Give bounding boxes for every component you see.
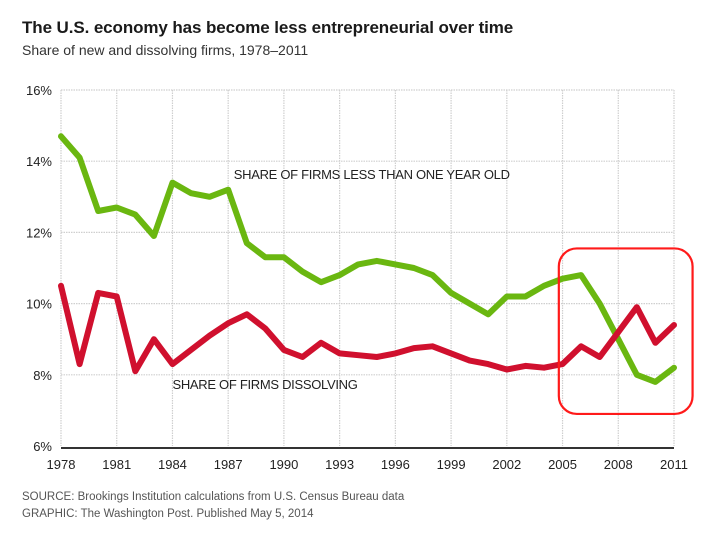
y-tick-label: 14% (26, 154, 52, 169)
series-label-new-firms: SHARE OF FIRMS LESS THAN ONE YEAR OLD (234, 167, 510, 182)
series-labels: SHARE OF FIRMS LESS THAN ONE YEAR OLD SHA… (172, 167, 510, 392)
series-line-dissolving-firms (58, 282, 677, 375)
x-tick-label: 2002 (492, 457, 521, 472)
x-tick-label: 1996 (381, 457, 410, 472)
highlight-box (557, 247, 694, 416)
series-label-dissolving-firms: SHARE OF FIRMS DISSOLVING (172, 377, 357, 392)
y-tick-label: 16% (26, 83, 52, 98)
series-group (58, 133, 677, 385)
y-tick-label: 8% (33, 368, 52, 383)
y-tick-label: 6% (33, 439, 52, 454)
y-tick-label: 10% (26, 297, 52, 312)
chart-subtitle: Share of new and dissolving firms, 1978–… (22, 42, 309, 58)
x-tick-label: 1981 (102, 457, 131, 472)
x-axis-ticks: 1978 1981 1984 1987 1990 1993 1996 1999 2002 2005… (47, 457, 688, 472)
x-tick-label: 2005 (548, 457, 577, 472)
source-line: SOURCE: Brookings Institution calculatio… (22, 491, 405, 503)
x-tick-label: 1990 (269, 457, 298, 472)
x-tick-label: 1999 (437, 457, 466, 472)
x-tick-label: 1978 (47, 457, 76, 472)
source-note: SOURCE: Brookings Institution calculatio… (22, 489, 404, 523)
x-tick-label: 1984 (158, 457, 187, 472)
y-tick-label: 12% (26, 225, 52, 240)
chart-title: The U.S. economy has become less entrepr… (22, 18, 514, 37)
graphic-credit-line: GRAPHIC: The Washington Post. Published … (22, 508, 314, 520)
series-line-new-firms (58, 133, 677, 385)
grid (60, 89, 675, 446)
x-tick-label: 2011 (660, 457, 688, 472)
x-tick-label: 1993 (325, 457, 354, 472)
annotations (557, 247, 694, 416)
y-axis-ticks: 6% 8% 10% 12% 14% 16% (26, 83, 52, 454)
x-tick-label: 1987 (214, 457, 243, 472)
x-tick-label: 2008 (604, 457, 633, 472)
